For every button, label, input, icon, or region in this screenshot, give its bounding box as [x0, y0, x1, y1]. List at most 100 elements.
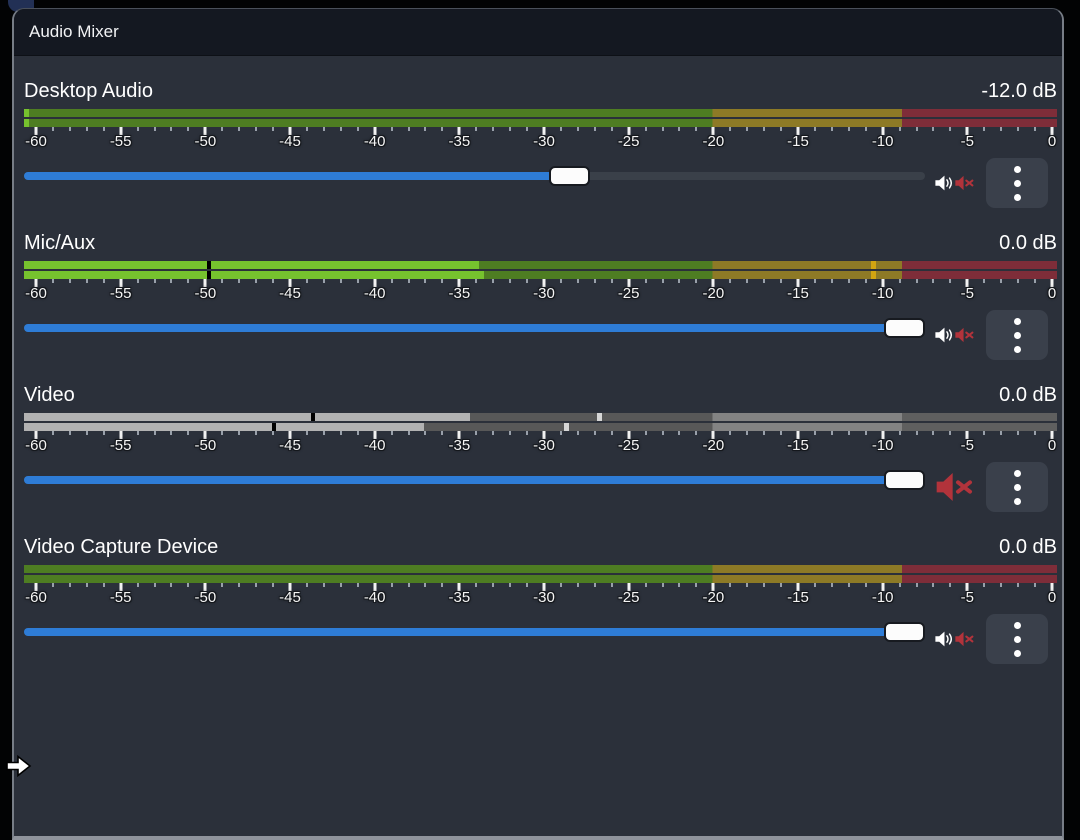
tick — [965, 431, 969, 439]
tick-label: -40 — [363, 589, 386, 606]
tick — [119, 127, 123, 135]
tick — [796, 583, 800, 591]
tick — [965, 583, 969, 591]
panel-titlebar[interactable]: Audio Mixer — [14, 9, 1062, 56]
meter-tick-labels: -60 -55 -50 -45 -40 -35 -30 -25 -20 -15 -10 -5 0 — [25, 437, 1056, 457]
tick — [1000, 279, 1003, 283]
volume-slider[interactable] — [24, 470, 925, 490]
volume-meter: -60 -55 -50 -45 -40 -35 -30 -25 -20 -15 -10 -5 0 — [24, 261, 1057, 307]
mute-toggle-button[interactable] — [928, 617, 980, 661]
tick — [255, 583, 258, 587]
tick — [272, 583, 275, 587]
tick — [729, 279, 732, 283]
tick — [678, 279, 681, 283]
volume-slider[interactable] — [24, 622, 925, 642]
tick — [203, 583, 207, 591]
tick — [322, 279, 325, 283]
channel-menu-button[interactable] — [986, 462, 1048, 512]
tick — [610, 583, 613, 587]
tick — [746, 431, 749, 435]
tick — [424, 583, 427, 587]
channel-level-db: 0.0 dB — [999, 536, 1057, 558]
meter-fill — [24, 261, 479, 269]
tick-label: 0 — [1047, 133, 1057, 150]
tick — [711, 279, 715, 287]
tick-label: -10 — [871, 437, 894, 454]
tick — [796, 279, 800, 287]
tick — [593, 431, 596, 435]
kebab-menu-icon — [1013, 331, 1021, 339]
tick-label: -55 — [109, 437, 132, 454]
tick — [153, 127, 156, 131]
channel-menu-button[interactable] — [986, 614, 1048, 664]
tick — [949, 279, 952, 283]
meter-ticks — [34, 583, 1054, 591]
tick — [864, 279, 867, 283]
tick — [678, 127, 681, 131]
speaker-muted-icon — [954, 327, 973, 343]
mute-toggle-button[interactable] — [928, 465, 980, 509]
tick — [492, 127, 495, 131]
tick — [830, 583, 833, 587]
tick — [51, 279, 54, 283]
tick — [492, 583, 495, 587]
slider-handle[interactable] — [884, 470, 925, 490]
tick — [576, 279, 579, 283]
tick — [661, 431, 664, 435]
channel-level-db: 0.0 dB — [999, 384, 1057, 406]
tick — [187, 431, 190, 435]
meter-bar-right — [24, 271, 1057, 279]
tick — [796, 127, 800, 135]
tick — [457, 431, 461, 439]
tick — [1000, 431, 1003, 435]
volume-slider[interactable] — [24, 318, 925, 338]
tick — [288, 127, 292, 135]
mute-toggle-button[interactable] — [928, 313, 980, 357]
meter-peak-tick — [597, 413, 603, 421]
tick — [102, 583, 105, 587]
tick-label: -30 — [533, 285, 555, 302]
tick — [932, 279, 935, 283]
channel-menu-button[interactable] — [986, 158, 1048, 208]
tick — [678, 431, 681, 435]
tick — [847, 431, 850, 435]
meter-vu-tick — [271, 423, 276, 431]
audio-mixer-panel: Audio Mixer Desktop Audio -12.0 dB -60 -5… — [12, 8, 1064, 840]
meter-bar-left — [24, 261, 1057, 269]
tick — [68, 279, 71, 283]
tick — [627, 279, 631, 287]
tick — [644, 279, 647, 283]
tick-label: -30 — [533, 589, 555, 606]
tick — [644, 431, 647, 435]
tick — [711, 583, 715, 591]
tick — [457, 127, 461, 135]
tick — [661, 127, 664, 131]
slider-handle[interactable] — [548, 166, 590, 186]
mute-toggle-button[interactable] — [928, 161, 980, 205]
speaker-icon — [935, 175, 953, 191]
meter-fill — [24, 423, 424, 431]
channel-level-db: 0.0 dB — [999, 232, 1057, 254]
tick — [627, 127, 631, 135]
tick — [576, 127, 579, 131]
tick — [68, 431, 71, 435]
tick — [1000, 127, 1003, 131]
slider-handle[interactable] — [884, 318, 925, 338]
tick-label: -60 — [25, 589, 47, 606]
tick — [610, 431, 613, 435]
channel-header: Desktop Audio -12.0 dB — [24, 77, 1057, 105]
tick — [830, 279, 833, 283]
tick — [305, 279, 308, 283]
channel-menu-button[interactable] — [986, 310, 1048, 360]
tick — [272, 431, 275, 435]
slider-handle[interactable] — [884, 622, 925, 642]
tick-label: -40 — [363, 437, 386, 454]
volume-slider[interactable] — [24, 166, 925, 186]
volume-meter: -60 -55 -50 -45 -40 -35 -30 -25 -20 -15 -10 -5 0 — [24, 109, 1057, 155]
tick-label: 0 — [1047, 285, 1057, 302]
tick — [695, 583, 698, 587]
tick — [457, 583, 461, 591]
tick — [932, 127, 935, 131]
tick — [238, 279, 241, 283]
tick — [1017, 431, 1020, 435]
